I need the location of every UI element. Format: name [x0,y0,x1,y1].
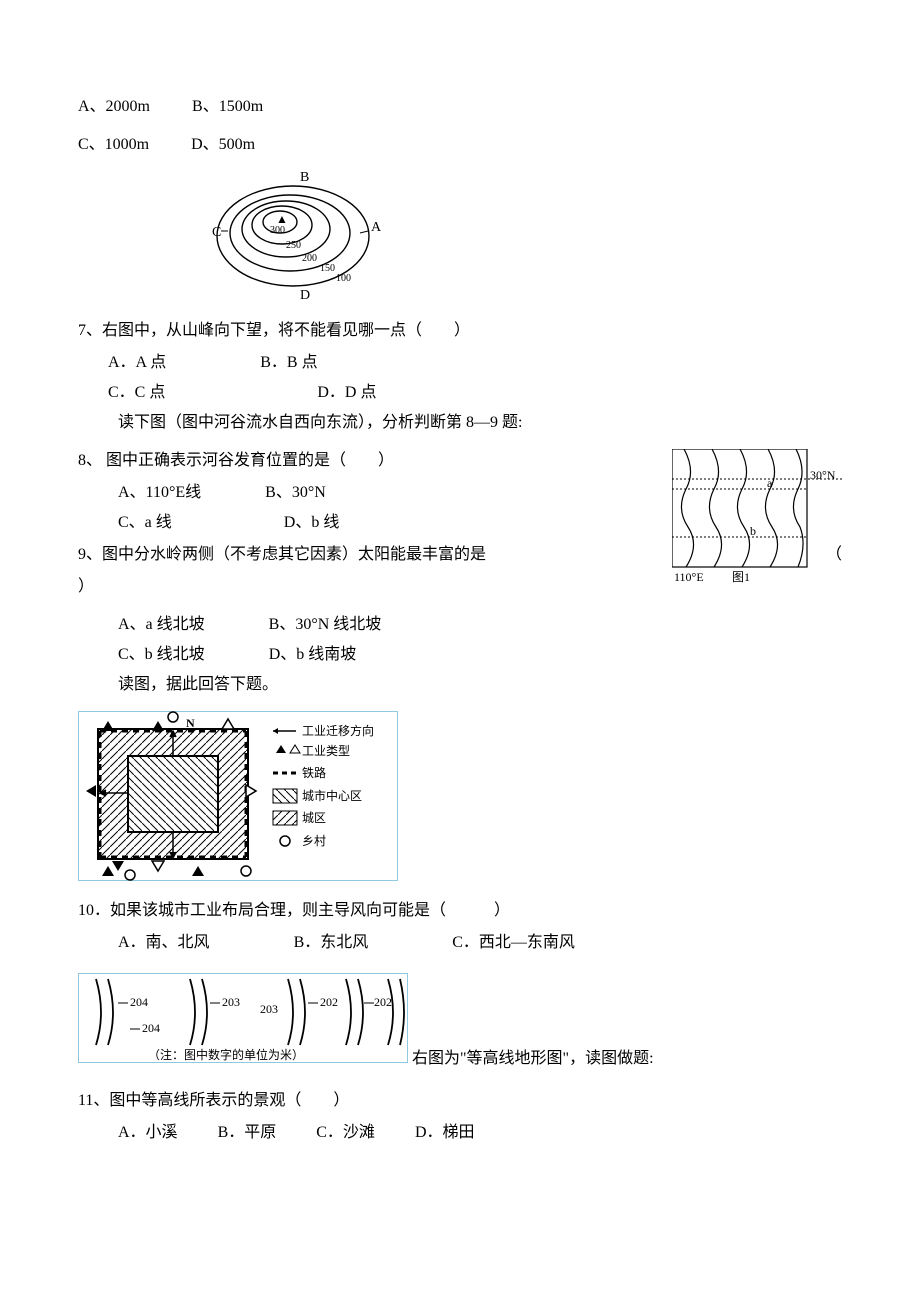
legend-arrow: 工业迁移方向 [302,723,374,738]
tv-204b: 204 [142,1021,160,1035]
instr-10: 读图，据此回答下题。 [78,673,842,697]
q9-stem: 9、图中分水岭两侧（不考虑其它因素）太阳能最丰富的是 （ [78,543,842,567]
peak-icon: ▲ [276,212,288,226]
figure-valley: a b 30°N 110°E 图1 [672,449,842,597]
terrace-inline-caption: 右图为"等高线地形图"，读图做题: [412,1050,654,1067]
q7-opt-a: A．A 点 [108,351,166,375]
q10-options: A．南、北风 B．东北风 C．西北—东南风 [78,931,842,955]
q9-opt-d: D、b 线南坡 [269,643,357,667]
option-d: D、500m [191,133,255,157]
option-a: A、2000m [78,95,150,119]
q7-opt-b: B．B 点 [260,351,317,375]
legend-type: 工业类型 [302,744,350,758]
q9-opt-a: A、a 线北坡 [118,613,205,637]
q11-opt-b: B．平原 [218,1121,277,1145]
option-c: C、1000m [78,133,149,157]
contour-val-200: 200 [302,253,317,264]
label-b: B [300,171,309,185]
q10-opt-c: C．西北—东南风 [452,931,575,955]
contour-val-300: 300 [270,225,285,236]
valley-caption: 图1 [732,570,750,584]
tv-203b: 203 [260,1002,278,1016]
q11-options: A．小溪 B．平原 C．沙滩 D．梯田 [78,1121,842,1145]
q10-stem: 10．如果该城市工业布局合理，则主导风向可能是（ ） [78,899,842,923]
figure-city: N 工业迁移方向 工业类型 铁路 城市中心区 城区 乡村 [78,711,842,889]
figure-terrace-row: 204 203 203 202 202 204 （注：图中数字的单位为米） 右图… [78,973,842,1071]
q8-opt-b: B、30°N [265,481,326,505]
valley-lon: 110°E [674,570,704,584]
q10-opt-b: B．东北风 [294,931,369,955]
contour-val-100: 100 [336,273,351,284]
valley-a: a [767,476,773,490]
contour-val-250: 250 [286,240,301,251]
q8-opt-d: D、b 线 [284,511,340,535]
option-b: B、1500m [192,95,263,119]
q9-lparen: （ [826,543,842,567]
label-d: D [300,288,310,301]
contour-val-150: 150 [320,263,335,274]
label-c: C [212,225,221,240]
legend-center: 城市中心区 [302,788,362,803]
legend-village: 乡村 [302,834,326,848]
tv-203a: 203 [222,995,240,1009]
q6-options-row2: C、1000m D、500m [78,133,842,157]
q8-opt-c: C、a 线 [118,511,172,535]
q9-opt-b: B、30°N 线北坡 [269,613,382,637]
q11-opt-c: C．沙滩 [316,1121,375,1145]
q6-options-row1: A、2000m B、1500m [78,95,842,119]
terrace-note: （注：图中数字的单位为米） [148,1047,304,1062]
q7-options-row2: C．C 点 D．D 点 [78,381,842,405]
tv-204a: 204 [130,995,148,1009]
north-label: N [186,716,195,730]
q8-opt-a: A、110°E线 [118,481,201,505]
legend-city: 城区 [302,811,326,825]
label-a: A [371,220,382,235]
valley-lat: 30°N [810,468,836,482]
q7-stem: 7、右图中，从山峰向下望，将不能看见哪一点（ ） [78,319,842,343]
q11-opt-d: D．梯田 [415,1121,475,1145]
contour-svg: ▲ 300 250 200 150 100 A B C D [208,171,398,301]
city-svg: N 工业迁移方向 工业类型 铁路 城市中心区 城区 乡村 [78,711,398,881]
q7-opt-c: C．C 点 [108,381,165,405]
q9-opt-c: C、b 线北坡 [118,643,205,667]
tv-202a: 202 [320,995,338,1009]
q9-text: 9、图中分水岭两侧（不考虑其它因素）太阳能最丰富的是 [78,546,486,563]
q10-opt-a: A．南、北风 [118,931,210,955]
terrace-svg: 204 203 203 202 202 204 （注：图中数字的单位为米） [78,973,408,1063]
tv-202b: 202 [374,995,392,1009]
q9-options-row1: A、a 线北坡 B、30°N 线北坡 [78,613,842,637]
q9-options-row2: C、b 线北坡 D、b 线南坡 [78,643,842,667]
q11-stem: 11、图中等高线所表示的景观（ ） [78,1089,842,1113]
legend-rail: 铁路 [302,765,326,780]
figure-contour-hill: ▲ 300 250 200 150 100 A B C D [78,171,842,309]
q7-options-row1: A．A 点 B．B 点 [78,351,842,375]
q11-opt-a: A．小溪 [118,1121,178,1145]
valley-b: b [750,524,756,538]
instr-8-9: 读下图（图中河谷流水自西向东流），分析判断第 8—9 题: [78,411,842,435]
valley-svg: a b 30°N 110°E 图1 [672,449,842,589]
q7-opt-d: D．D 点 [317,381,376,405]
